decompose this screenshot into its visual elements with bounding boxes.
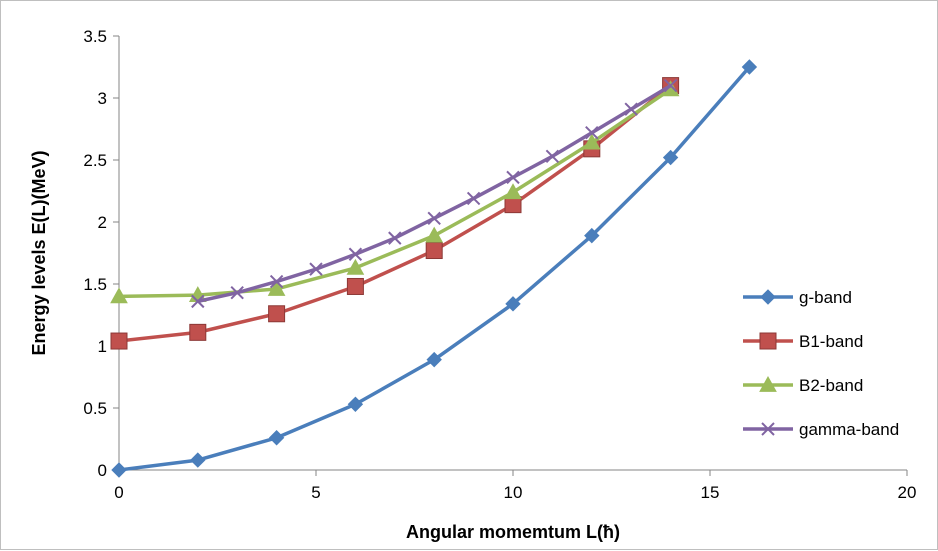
series-B1-band	[110, 77, 680, 350]
data-point	[267, 279, 286, 296]
data-point	[348, 247, 363, 261]
legend-swatch-marker	[759, 375, 777, 392]
data-point	[110, 287, 128, 304]
data-point	[506, 170, 520, 185]
data-point	[269, 274, 284, 289]
series-gamma-band	[191, 78, 678, 309]
y-axis-title: Energy levels E(L)(MeV)	[29, 150, 49, 355]
data-point	[425, 242, 443, 260]
legend-label: g-band	[799, 288, 852, 307]
legend-label: B1-band	[799, 332, 863, 351]
y-tick-label: 3	[98, 89, 107, 108]
data-point	[346, 277, 364, 295]
data-point	[663, 78, 678, 93]
y-tick-label: 3.5	[83, 27, 107, 46]
data-point	[582, 133, 601, 150]
series-line	[118, 84, 672, 343]
data-point	[466, 191, 481, 206]
x-tick-label: 0	[114, 483, 123, 502]
legend-item: gamma-band	[743, 420, 899, 439]
legend: g-band B1-band B2-band gamma-band	[743, 288, 899, 439]
x-tick-label: 5	[311, 483, 320, 502]
axes: 0 0.5 1 1.5 2 2.5 3 3.5 0 5 10 15 20	[83, 27, 916, 502]
legend-item: g-band	[743, 288, 852, 307]
legend-label: B2-band	[799, 376, 863, 395]
x-tick-label: 15	[701, 483, 720, 502]
legend-swatch-marker	[760, 289, 776, 305]
series-layer	[110, 59, 758, 478]
data-point	[585, 126, 599, 140]
legend-label: gamma-band	[799, 420, 899, 439]
series-line	[118, 65, 751, 472]
data-point	[268, 430, 285, 446]
x-tick-label: 10	[504, 483, 523, 502]
y-tick-label: 1.5	[83, 275, 107, 294]
data-point	[545, 149, 560, 163]
data-point	[110, 332, 128, 350]
x-axis-title: Angular momemtum L(ħ)	[406, 522, 620, 542]
data-point	[111, 462, 127, 478]
data-point	[504, 183, 522, 200]
y-tick-label: 1	[98, 337, 107, 356]
series-g-band	[111, 59, 758, 478]
data-point	[505, 296, 521, 312]
data-point	[425, 226, 444, 243]
legend-swatch-marker	[761, 422, 775, 436]
data-point	[426, 351, 442, 368]
series-line	[197, 84, 672, 304]
y-tick-label: 2.5	[83, 151, 107, 170]
y-tick-label: 0	[98, 461, 107, 480]
data-point	[190, 452, 206, 468]
data-point	[347, 396, 364, 412]
series-B2-band	[110, 80, 680, 304]
legend-item: B1-band	[743, 332, 863, 351]
data-point	[624, 102, 638, 116]
y-tick-label: 2	[98, 213, 107, 232]
data-point	[191, 294, 205, 309]
legend-item: B2-band	[743, 375, 863, 395]
series-line	[118, 87, 672, 299]
legend-swatch-marker	[759, 332, 777, 350]
data-point	[230, 285, 244, 300]
x-tick-label: 20	[898, 483, 917, 502]
data-point	[662, 149, 679, 166]
data-point	[388, 231, 402, 245]
data-point	[584, 227, 600, 244]
y-tick-label: 0.5	[83, 399, 107, 418]
data-point	[741, 59, 758, 75]
data-point	[189, 323, 207, 341]
data-point	[268, 305, 286, 323]
data-point	[309, 262, 323, 276]
data-point	[346, 258, 365, 275]
data-point	[427, 211, 441, 225]
